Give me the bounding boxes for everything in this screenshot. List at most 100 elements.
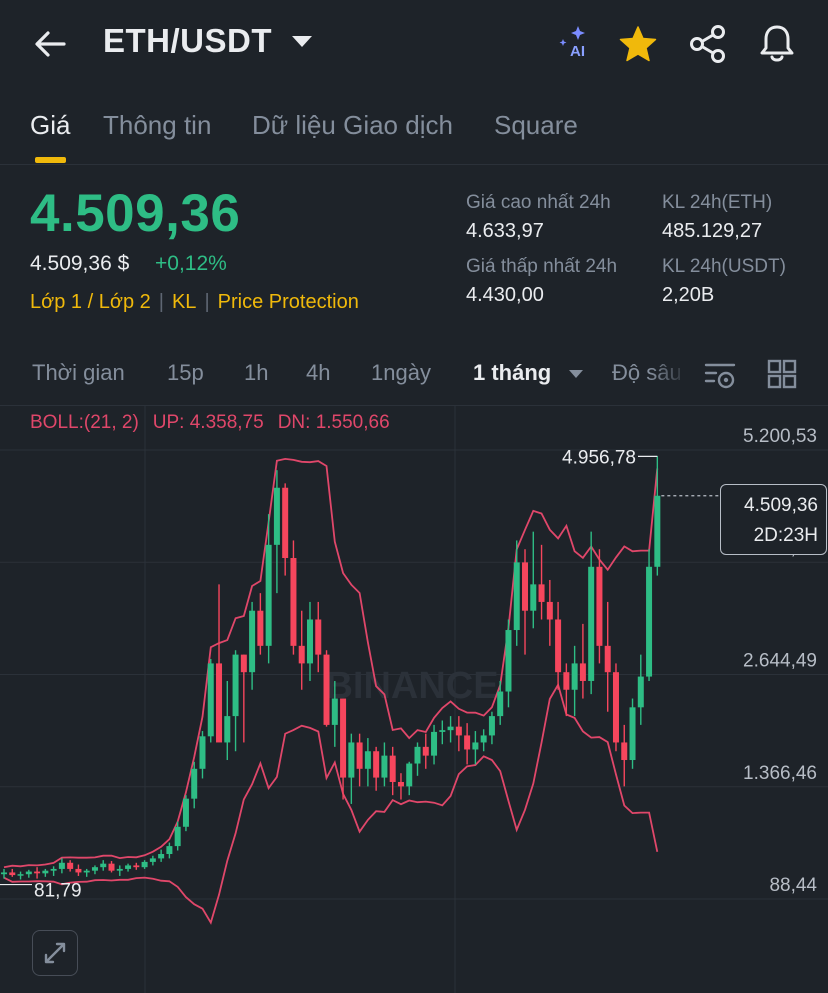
candle-body: [158, 854, 165, 859]
candle-body: [588, 566, 595, 681]
boll-indicator-legend: BOLL:(21, 2) UP: 4.358,75 DN: 1.550,66: [30, 412, 404, 434]
candle-body: [431, 731, 438, 756]
y-axis-tick-label: 5.200,53: [743, 426, 817, 447]
candle-body: [555, 619, 562, 673]
fullscreen-button[interactable]: [32, 930, 78, 976]
candle-body: [480, 735, 487, 743]
low-24h-label: Giá thấp nhất 24h: [466, 256, 618, 277]
candle-body: [497, 691, 504, 717]
candle-body: [17, 874, 24, 876]
candle-body: [265, 544, 272, 646]
pair-title[interactable]: ETH/USDT: [103, 22, 272, 59]
max-price-label: 4.956,78: [562, 447, 636, 468]
candle-body: [447, 726, 454, 731]
candle-body: [232, 654, 239, 717]
candle-body: [199, 736, 206, 769]
tab-info[interactable]: Thông tin: [103, 110, 212, 140]
boll-lower-band: [3, 682, 659, 925]
candle-body: [290, 558, 297, 646]
vol-eth-label: KL 24h(ETH): [662, 192, 773, 213]
candle-countdown: 2D:23H: [753, 525, 818, 546]
candle-body: [282, 487, 289, 559]
boll-up: UP: 4.358,75: [152, 412, 264, 433]
candle-body: [125, 865, 132, 869]
active-tab-indicator: [35, 157, 66, 163]
candle-body: [373, 751, 380, 778]
back-arrow-icon[interactable]: [30, 24, 70, 64]
candle-body: [166, 846, 173, 855]
share-icon[interactable]: [688, 24, 728, 64]
tf-15m[interactable]: 15p: [167, 360, 204, 385]
tf-1d[interactable]: 1ngày: [371, 360, 431, 385]
candlestick-chart[interactable]: BINANCE 5.200,533.922,512.644,491.366,46…: [0, 406, 828, 993]
candle-body: [654, 495, 661, 567]
candle-body: [67, 862, 74, 869]
candle-body: [58, 862, 65, 869]
candle-body: [356, 742, 363, 769]
y-axis-tick-label: 1.366,46: [743, 763, 817, 784]
candle-body: [488, 716, 495, 736]
tf-caret-icon[interactable]: [569, 370, 583, 378]
vol-eth-value: 485.129,27: [662, 220, 763, 242]
tf-fade: [650, 352, 690, 392]
candle-body: [108, 863, 115, 871]
candle-body: [141, 861, 148, 868]
candle-body: [646, 566, 653, 677]
high-24h-label: Giá cao nhất 24h: [466, 192, 611, 213]
tag-layer[interactable]: Lớp 1 / Lớp 2: [30, 291, 151, 313]
vol-usdt-value: 2,20B: [662, 284, 715, 306]
last-price-tag: 4.509,36: [744, 495, 818, 516]
candle-body: [637, 676, 644, 708]
tf-1h[interactable]: 1h: [244, 360, 269, 385]
candle-body: [224, 716, 231, 743]
candle-body: [612, 672, 619, 743]
expand-icon: [44, 942, 66, 964]
y-axis-tick-label: 88,44: [769, 875, 817, 896]
candle-body: [331, 698, 338, 725]
favorite-star-icon[interactable]: [618, 24, 658, 64]
candle-body: [240, 654, 247, 673]
high-24h-value: 4.633,97: [466, 220, 544, 242]
candle-body: [273, 487, 280, 545]
notification-bell-icon[interactable]: [756, 22, 798, 64]
candle-body: [406, 763, 413, 787]
indicator-settings-icon[interactable]: [704, 359, 736, 391]
candle-body: [596, 566, 603, 646]
candle-body: [191, 768, 198, 799]
candle-body: [414, 746, 421, 764]
candle-body: [306, 619, 313, 664]
tf-1month[interactable]: 1 tháng: [473, 360, 552, 385]
candle-body: [174, 826, 181, 847]
boll-upper-band: [3, 457, 659, 869]
candle-body: [439, 730, 446, 732]
tab-price[interactable]: Giá: [30, 110, 71, 140]
candle-body: [25, 871, 32, 875]
candle-body: [546, 601, 553, 620]
candle-body: [389, 755, 396, 782]
tab-square[interactable]: Square: [494, 110, 578, 140]
layout-grid-icon[interactable]: [767, 359, 797, 389]
candle-body: [472, 742, 479, 750]
tag-price-protection[interactable]: Price Protection: [217, 291, 359, 313]
tag-kl[interactable]: KL: [171, 291, 197, 313]
candle-body: [348, 742, 355, 778]
low-24h-value: 4.430,00: [466, 284, 544, 306]
min-price-label: 81,79: [34, 881, 82, 902]
candle-body: [340, 698, 347, 778]
tf-time[interactable]: Thời gian: [32, 360, 125, 385]
vol-usdt-label: KL 24h(USDT): [662, 256, 786, 277]
candle-body: [364, 751, 371, 769]
tab-trading-data[interactable]: Dữ liệu Giao dịch: [252, 110, 453, 140]
tf-4h[interactable]: 4h: [306, 360, 331, 385]
candle-body: [75, 868, 82, 873]
candle-body: [538, 584, 545, 602]
boll-dn: DN: 1.550,66: [277, 412, 390, 433]
candle-body: [381, 755, 388, 778]
binance-watermark: BINANCE: [325, 665, 498, 707]
ai-sparkle-icon[interactable]: AI: [558, 24, 592, 60]
dropdown-caret-icon[interactable]: [292, 36, 312, 47]
divider: [0, 405, 828, 406]
candle-body: [455, 726, 462, 736]
top-bar: ETH/USDT AI: [0, 0, 828, 90]
candle-body: [323, 654, 330, 725]
